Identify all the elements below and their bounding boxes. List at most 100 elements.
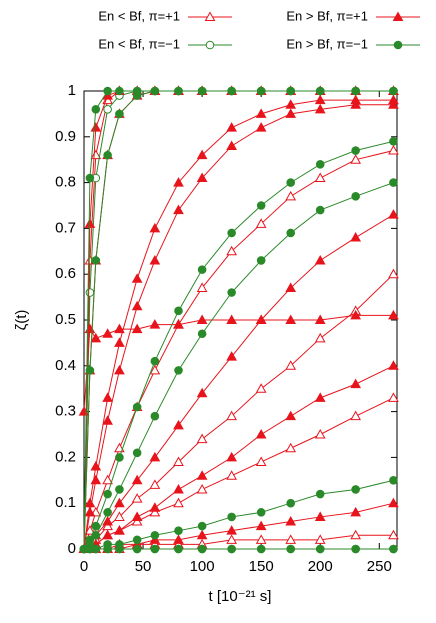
data-point	[196, 149, 208, 160]
data-point	[226, 314, 237, 324]
data-point	[197, 329, 207, 339]
legend-label: En > Bf, π=+1	[286, 8, 368, 23]
data-point	[255, 122, 267, 132]
data-point	[350, 529, 362, 540]
data-point	[91, 544, 101, 554]
data-point	[102, 474, 113, 485]
data-point	[388, 360, 399, 370]
x-tick-label: 50	[135, 558, 152, 575]
data-point	[350, 232, 362, 242]
data-point	[389, 178, 398, 187]
data-point	[197, 544, 207, 554]
data-point	[149, 451, 161, 462]
x-tick-label: 200	[308, 558, 333, 575]
legend-label: En < Bf, π=+1	[98, 8, 180, 23]
data-point	[132, 91, 142, 100]
data-point	[102, 516, 113, 526]
data-point	[388, 497, 399, 508]
data-point	[314, 254, 326, 265]
data-point	[226, 122, 237, 132]
data-point	[149, 502, 161, 512]
data-point	[388, 392, 399, 402]
data-point	[85, 288, 95, 297]
data-point	[255, 534, 267, 544]
data-point	[314, 392, 326, 402]
data-point	[102, 415, 113, 425]
data-point	[173, 319, 184, 329]
data-point	[255, 108, 267, 118]
data-point	[131, 273, 143, 283]
data-point	[227, 228, 236, 238]
data-point	[255, 314, 267, 324]
x-tick-label: 100	[190, 558, 215, 575]
data-point	[150, 530, 160, 540]
data-point	[351, 544, 360, 554]
data-point	[351, 192, 360, 201]
legend-marker	[204, 11, 216, 21]
data-point	[315, 86, 325, 96]
data-point	[196, 433, 208, 444]
data-point	[114, 525, 125, 535]
data-point	[149, 506, 161, 517]
data-point	[132, 448, 142, 458]
y-tick-label: 0.5	[55, 311, 76, 328]
data-point	[173, 177, 184, 187]
data-point	[256, 86, 266, 96]
data-point	[114, 511, 125, 521]
data-point	[84, 506, 96, 517]
data-point	[149, 222, 161, 233]
data-point	[90, 332, 102, 343]
data-point	[315, 489, 325, 499]
data-point	[314, 94, 326, 105]
data-point	[388, 145, 399, 155]
data-point	[226, 451, 237, 462]
data-point	[388, 529, 399, 540]
data-point	[389, 476, 398, 485]
data-point	[91, 256, 101, 265]
data-point	[132, 535, 142, 545]
data-point	[91, 530, 101, 540]
data-point	[102, 520, 113, 531]
data-point	[174, 366, 183, 375]
data-point	[256, 256, 266, 265]
data-point	[226, 351, 237, 361]
data-point	[227, 544, 236, 554]
x-tick-label: 0	[80, 558, 88, 575]
data-point	[102, 529, 113, 540]
x-tick-label: 150	[249, 558, 274, 575]
data-point	[149, 364, 161, 375]
data-point	[227, 86, 236, 96]
data-point	[227, 512, 236, 522]
data-point	[132, 402, 142, 412]
data-point	[351, 86, 360, 96]
data-point	[115, 485, 124, 494]
data-point	[286, 228, 295, 238]
data-point	[173, 534, 184, 544]
data-point	[173, 419, 184, 430]
data-point	[350, 309, 362, 320]
data-point	[173, 497, 184, 508]
series-line	[83, 214, 394, 550]
data-point	[350, 410, 362, 421]
data-point	[173, 483, 184, 494]
y-tick-label: 0	[68, 540, 76, 557]
data-point	[315, 544, 325, 554]
y-tick-label: 0.9	[55, 128, 76, 145]
data-point	[285, 282, 297, 292]
data-point	[226, 525, 237, 535]
data-point	[285, 410, 297, 421]
series-line	[84, 479, 394, 550]
data-point	[84, 525, 96, 535]
data-point	[85, 366, 95, 375]
data-point	[150, 411, 160, 421]
data-point	[103, 150, 112, 160]
data-point	[285, 516, 297, 526]
data-point	[388, 99, 399, 109]
data-point	[314, 511, 326, 521]
data-point	[149, 319, 161, 329]
data-point	[226, 534, 237, 544]
data-point	[285, 99, 297, 109]
y-tick-label: 0.8	[55, 174, 76, 191]
data-point	[114, 497, 125, 508]
